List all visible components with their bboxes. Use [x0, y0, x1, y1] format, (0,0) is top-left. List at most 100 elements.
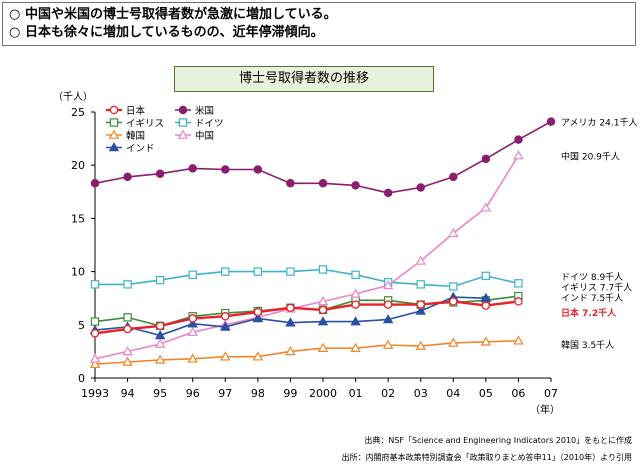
- data-point: [154, 330, 166, 340]
- data-point: [155, 169, 165, 178]
- data-point: [123, 324, 132, 334]
- y-tick-label: 25: [71, 106, 85, 119]
- legend-label: ドイツ: [195, 119, 224, 130]
- chart-title: 博士号取得者数の推移: [174, 66, 434, 92]
- data-point: [318, 179, 328, 188]
- data-point: [546, 117, 556, 126]
- data-point: [514, 279, 523, 288]
- data-point: [188, 270, 197, 279]
- data-point: [187, 353, 198, 363]
- data-point: [383, 300, 393, 309]
- data-point: [416, 183, 425, 192]
- data-point: [155, 275, 165, 285]
- summary-bullet-2: ○ 日本も徐々に増加しているものの、近年停滞傾向。: [9, 24, 629, 42]
- data-point: [90, 280, 100, 289]
- data-point: [123, 280, 132, 289]
- series-4: [89, 335, 524, 368]
- data-point: [187, 326, 198, 337]
- data-point: [221, 165, 230, 174]
- legend-swatch-marker: [108, 129, 120, 139]
- end-value-annotation: 韓国 3.5千人: [561, 340, 614, 351]
- data-point: [481, 154, 491, 164]
- end-value-annotation: 日本 7.2千人: [561, 307, 617, 319]
- data-point: [351, 181, 360, 190]
- data-point: [351, 300, 360, 309]
- data-point: [350, 342, 361, 353]
- legend-swatch-marker: [177, 129, 189, 139]
- series-line: [94, 155, 520, 360]
- data-point: [449, 172, 458, 182]
- data-point: [383, 188, 393, 198]
- data-point: [449, 297, 458, 306]
- source-footnote: 出典：NSF「Science and Engineering Indicator…: [364, 436, 632, 445]
- data-point: [123, 172, 132, 182]
- summary-bullet-1-text: 中国や米国の博士号取得者数が急激に増加している。: [25, 7, 337, 22]
- x-axis-label: （年）: [530, 403, 560, 416]
- data-point: [317, 342, 329, 353]
- x-tick-label: 98: [251, 387, 265, 400]
- data-point: [481, 301, 491, 310]
- summary-bullet-1: ○ 中国や米国の博士号取得者数が急激に増加している。: [9, 6, 629, 24]
- data-point: [480, 336, 492, 346]
- y-axis-label: （千人）: [53, 91, 93, 103]
- series-3: [90, 265, 523, 291]
- data-point: [90, 329, 100, 338]
- end-value-annotation: 中国 20.9千人: [561, 151, 620, 163]
- x-tick-label: 07: [544, 387, 558, 400]
- data-point: [350, 288, 361, 298]
- legend-label: 中国: [195, 130, 214, 142]
- series-6: [89, 291, 492, 340]
- x-tick-label: 96: [186, 387, 200, 400]
- bullet-circle-icon: ○: [9, 25, 21, 40]
- data-point: [317, 295, 329, 306]
- x-tick-label: 94: [121, 387, 135, 400]
- y-tick-label: 20: [71, 159, 85, 172]
- data-point: [252, 351, 264, 361]
- data-point: [155, 321, 165, 331]
- data-point: [220, 351, 231, 361]
- x-tick-label: 03: [414, 387, 428, 400]
- data-point: [318, 305, 328, 315]
- summary-bullet-2-text: 日本も徐々に増加しているものの、近年停滞傾向。: [25, 25, 324, 40]
- data-point: [220, 321, 231, 331]
- data-point: [90, 179, 100, 188]
- x-tick-label: 04: [446, 387, 460, 400]
- series-1: [90, 117, 556, 198]
- data-point: [415, 305, 426, 315]
- x-tick-label: 05: [479, 387, 493, 400]
- legend-swatch-marker: [108, 142, 120, 152]
- data-point: [513, 150, 524, 160]
- end-value-annotation: インド 7.5千人: [561, 293, 623, 304]
- data-point: [448, 227, 459, 238]
- data-point: [221, 312, 230, 321]
- data-point: [514, 297, 523, 306]
- data-point: [448, 337, 459, 347]
- data-point: [90, 317, 100, 326]
- y-tick-label: 10: [71, 266, 85, 279]
- data-point: [350, 316, 361, 326]
- bullet-circle-icon: ○: [9, 7, 21, 22]
- data-point: [351, 270, 360, 279]
- y-tick-label: 5: [78, 319, 85, 332]
- data-point: [89, 353, 101, 363]
- data-point: [480, 202, 492, 212]
- data-point: [286, 179, 295, 188]
- x-tick-label: 97: [218, 387, 232, 400]
- data-point: [285, 317, 296, 327]
- data-point: [89, 358, 101, 368]
- x-tick-label: 02: [381, 387, 395, 400]
- data-point: [188, 164, 197, 173]
- legend-label: インド: [126, 144, 155, 155]
- data-point: [188, 314, 197, 323]
- data-point: [286, 267, 295, 276]
- y-tick-label: 0: [78, 372, 85, 385]
- data-point: [253, 165, 263, 174]
- end-value-annotation: アメリカ 24.1千人: [561, 118, 637, 129]
- legend-label: 日本: [126, 105, 146, 117]
- data-point: [382, 314, 394, 324]
- legend-swatch-marker: [109, 118, 119, 127]
- end-value-annotation: ドイツ 8.9千人: [561, 272, 623, 283]
- x-tick-label: 01: [349, 387, 363, 400]
- legend-label: 米国: [195, 105, 214, 117]
- summary-box: ○ 中国や米国の博士号取得者数が急激に増加している。 ○ 日本も徐々に増加しているも…: [2, 2, 636, 46]
